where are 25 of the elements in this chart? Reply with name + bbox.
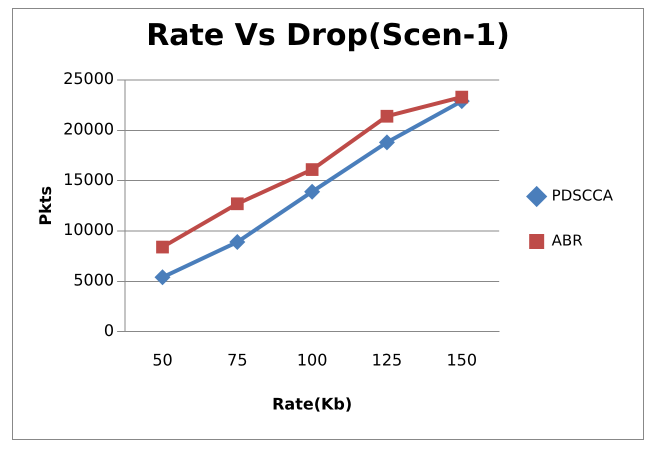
point — [378, 134, 395, 150]
point — [230, 197, 244, 210]
x-tick-label: 50 — [152, 350, 173, 370]
legend-label: ABR — [552, 231, 583, 250]
y-axis-title: Pkts — [36, 186, 55, 226]
y-tick-label: 15000 — [63, 170, 114, 189]
point — [306, 163, 318, 176]
y-tick-label: 25000 — [63, 69, 114, 88]
x-tick-label: 125 — [372, 350, 402, 370]
y-tick-label: 10000 — [63, 220, 114, 240]
point — [154, 269, 171, 286]
legend-label: PDSCCA — [552, 186, 614, 204]
point — [304, 184, 320, 200]
x-axis-title: Rate(Kb) — [272, 394, 352, 414]
x-tick-label: 75 — [227, 350, 248, 370]
y-tick-label: 20000 — [63, 119, 114, 138]
y-tick-label: 0 — [104, 320, 114, 340]
chart-title: Rate Vs Drop(Scen-1) — [146, 18, 510, 53]
point — [156, 240, 169, 254]
point — [455, 90, 468, 104]
x-tick-label: 100 — [296, 350, 328, 370]
x-tick-label: 150 — [446, 350, 478, 370]
y-tick-label: 5000 — [73, 270, 114, 290]
point — [229, 234, 246, 250]
point — [380, 110, 394, 123]
